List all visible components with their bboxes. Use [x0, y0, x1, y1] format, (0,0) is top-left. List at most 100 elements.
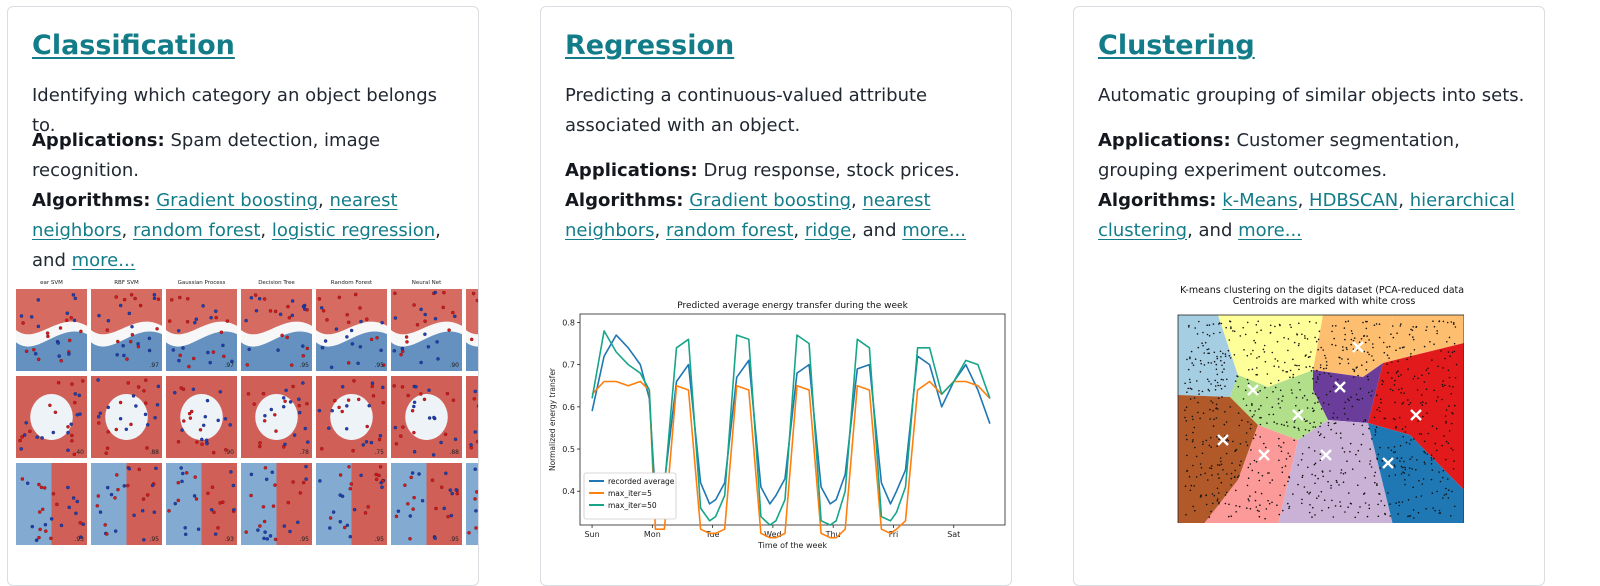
data-point	[1347, 506, 1349, 508]
algorithm-link[interactable]: logistic regression	[271, 220, 436, 241]
data-point	[1371, 355, 1373, 357]
data-point	[1368, 391, 1370, 394]
algorithm-link[interactable]: Gradient boosting	[689, 190, 852, 211]
data-point	[1445, 420, 1447, 423]
data-point	[1442, 385, 1444, 387]
data-point	[1352, 339, 1355, 342]
energy-transfer-line-chart[interactable]: Predicted average energy transfer during…	[545, 291, 1011, 551]
sample-point	[273, 413, 277, 417]
data-point	[1199, 359, 1202, 362]
data-point	[1287, 452, 1289, 455]
data-point	[1239, 464, 1241, 466]
red-region	[391, 289, 462, 335]
sample-point	[427, 416, 432, 420]
data-point	[1312, 378, 1314, 380]
data-point	[1351, 405, 1354, 408]
data-point	[1351, 468, 1354, 470]
data-point	[1251, 404, 1253, 406]
sample-point	[338, 473, 343, 477]
algorithm-link[interactable]: Gradient boosting	[156, 190, 319, 211]
algorithm-link[interactable]: random forest	[666, 220, 794, 241]
more-link[interactable]: more...	[1238, 220, 1302, 241]
data-point	[1450, 321, 1453, 323]
applications-text: Drug response, stock prices.	[703, 160, 960, 181]
data-point	[1298, 409, 1300, 412]
data-point	[1235, 505, 1237, 507]
data-point	[1252, 437, 1255, 440]
algorithm-link[interactable]: k-Means	[1222, 190, 1298, 211]
more-link[interactable]: more...	[902, 220, 967, 241]
data-point	[1393, 446, 1396, 448]
classifier-comparison-image[interactable]: ear SVM RBF SVM Gaussian Process Decision T…	[16, 275, 479, 565]
sample-point	[377, 473, 381, 478]
sample-point	[361, 443, 366, 447]
algorithm-link[interactable]: hierarchical clustering	[1098, 190, 1515, 241]
data-point	[1207, 361, 1210, 364]
sample-point	[216, 526, 220, 530]
data-point	[1271, 479, 1274, 481]
data-point	[1230, 515, 1233, 517]
voronoi-region	[1178, 315, 1238, 397]
data-point	[1412, 326, 1414, 328]
algorithm-link[interactable]: ridge	[804, 220, 852, 241]
data-point	[1430, 454, 1433, 456]
sample-point	[37, 357, 41, 362]
y-tick-label: 0.8	[562, 318, 575, 327]
clustering-title: Clustering	[1098, 31, 1255, 61]
sample-point	[469, 443, 473, 447]
data-point	[1197, 401, 1199, 404]
algorithm-link[interactable]: nearest neighbors	[565, 190, 931, 241]
data-point	[1303, 486, 1306, 488]
sample-point	[249, 472, 254, 477]
data-point	[1391, 325, 1394, 327]
x-tick-label: Tue	[705, 530, 720, 539]
classifier-panel	[16, 289, 87, 371]
sample-point	[191, 387, 196, 391]
data-point	[1285, 458, 1288, 460]
sample-point	[363, 511, 368, 515]
data-point	[1318, 330, 1321, 333]
data-point	[1280, 446, 1282, 448]
algorithm-link[interactable]: random forest	[133, 220, 261, 241]
data-point	[1292, 358, 1294, 361]
data-point	[1217, 397, 1220, 400]
algorithm-link[interactable]: nearest neighbors	[32, 190, 398, 241]
data-point	[1369, 463, 1371, 465]
data-point	[1236, 375, 1238, 377]
data-point	[1209, 408, 1211, 411]
classifier-panel: .95	[391, 463, 462, 545]
data-point	[1314, 482, 1316, 485]
data-point	[1289, 324, 1291, 326]
sample-point	[328, 526, 332, 530]
sample-point	[73, 400, 77, 405]
data-point	[1229, 357, 1232, 359]
data-point	[1431, 469, 1434, 471]
data-point	[1406, 358, 1408, 361]
data-point	[1376, 483, 1378, 485]
data-point	[1369, 448, 1371, 450]
data-point	[1298, 381, 1300, 384]
classifier-panel	[466, 289, 478, 371]
kmeans-clustering-image[interactable]: K-means clustering on the digits dataset…	[1164, 283, 1464, 523]
sample-point	[184, 532, 188, 537]
sample-point	[357, 397, 361, 402]
sample-point	[476, 439, 478, 444]
data-point	[1192, 431, 1194, 434]
regression-title-link[interactable]: Regression	[565, 30, 735, 61]
data-point	[1403, 392, 1405, 394]
data-point	[1381, 459, 1384, 462]
more-link[interactable]: more...	[71, 250, 136, 271]
data-point	[1427, 432, 1429, 435]
data-point	[1347, 362, 1350, 365]
sample-point	[56, 341, 60, 345]
data-point	[1206, 348, 1208, 351]
data-point	[1444, 415, 1447, 417]
classification-title-link[interactable]: Classification	[32, 30, 235, 61]
red-region	[91, 289, 162, 335]
data-point	[1259, 504, 1261, 506]
clustering-title-link[interactable]: Clustering	[1098, 30, 1255, 61]
data-point	[1317, 378, 1319, 380]
algorithm-link[interactable]: HDBSCAN	[1309, 190, 1399, 211]
data-point	[1317, 397, 1320, 399]
y-tick-label: 0.4	[562, 487, 575, 496]
